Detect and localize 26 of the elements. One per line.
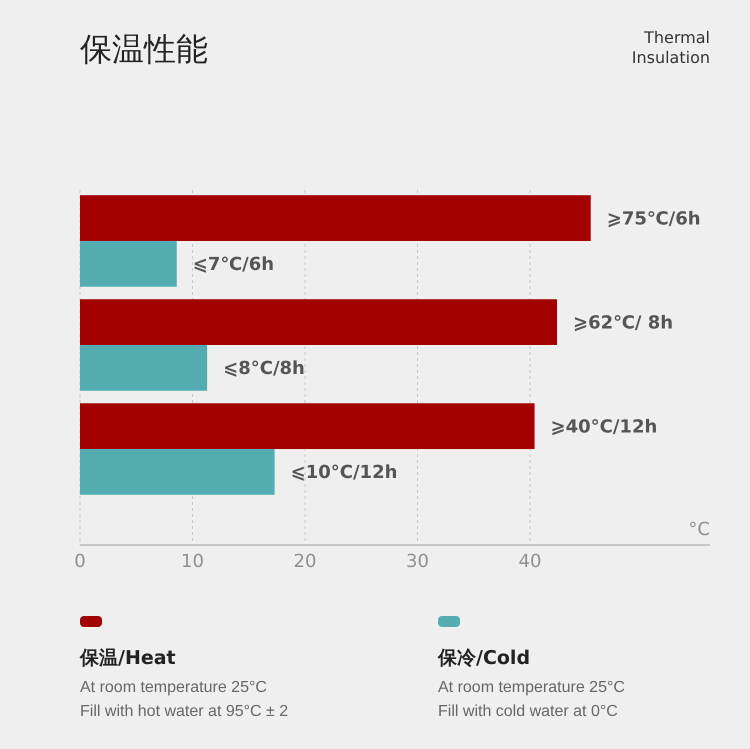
data-label: ⩾40°C/12h [550, 416, 658, 438]
data-label: ⩽8°C/8h [223, 358, 305, 380]
chart-subtitle: Thermal Insulation [632, 28, 710, 67]
legend-label: 保冷/Cold [437, 647, 530, 669]
text: Fill with cold water at 0°C [438, 703, 618, 720]
x-tick-label: 20 [294, 551, 316, 572]
bar [80, 299, 557, 345]
legend-label: 保温/Heat [79, 647, 176, 669]
x-tick-label: 40 [518, 551, 542, 572]
data-label: ⩾75℃/6h [606, 208, 701, 230]
x-tick-label: 10 [181, 551, 204, 572]
bar [80, 195, 591, 241]
data-label: ⩾62℃/ 8h [573, 312, 674, 334]
data-label: ⩽7℃/6h [192, 254, 274, 276]
text: At room temperature 25°C [438, 679, 625, 696]
chart-title: 保温性能 [80, 30, 208, 68]
text: At room temperature 25°C [80, 679, 267, 696]
x-tick-label: 30 [406, 551, 429, 572]
bar [80, 240, 177, 287]
bar [80, 449, 275, 495]
data-label: ⩽10°C/12h [290, 462, 398, 484]
bar [80, 403, 534, 450]
text: Fill with hot water at 95°C ± 2 [80, 703, 288, 720]
x-axis-title: °C [688, 519, 710, 540]
x-tick-label: 0 [74, 551, 86, 572]
bar [80, 345, 208, 391]
